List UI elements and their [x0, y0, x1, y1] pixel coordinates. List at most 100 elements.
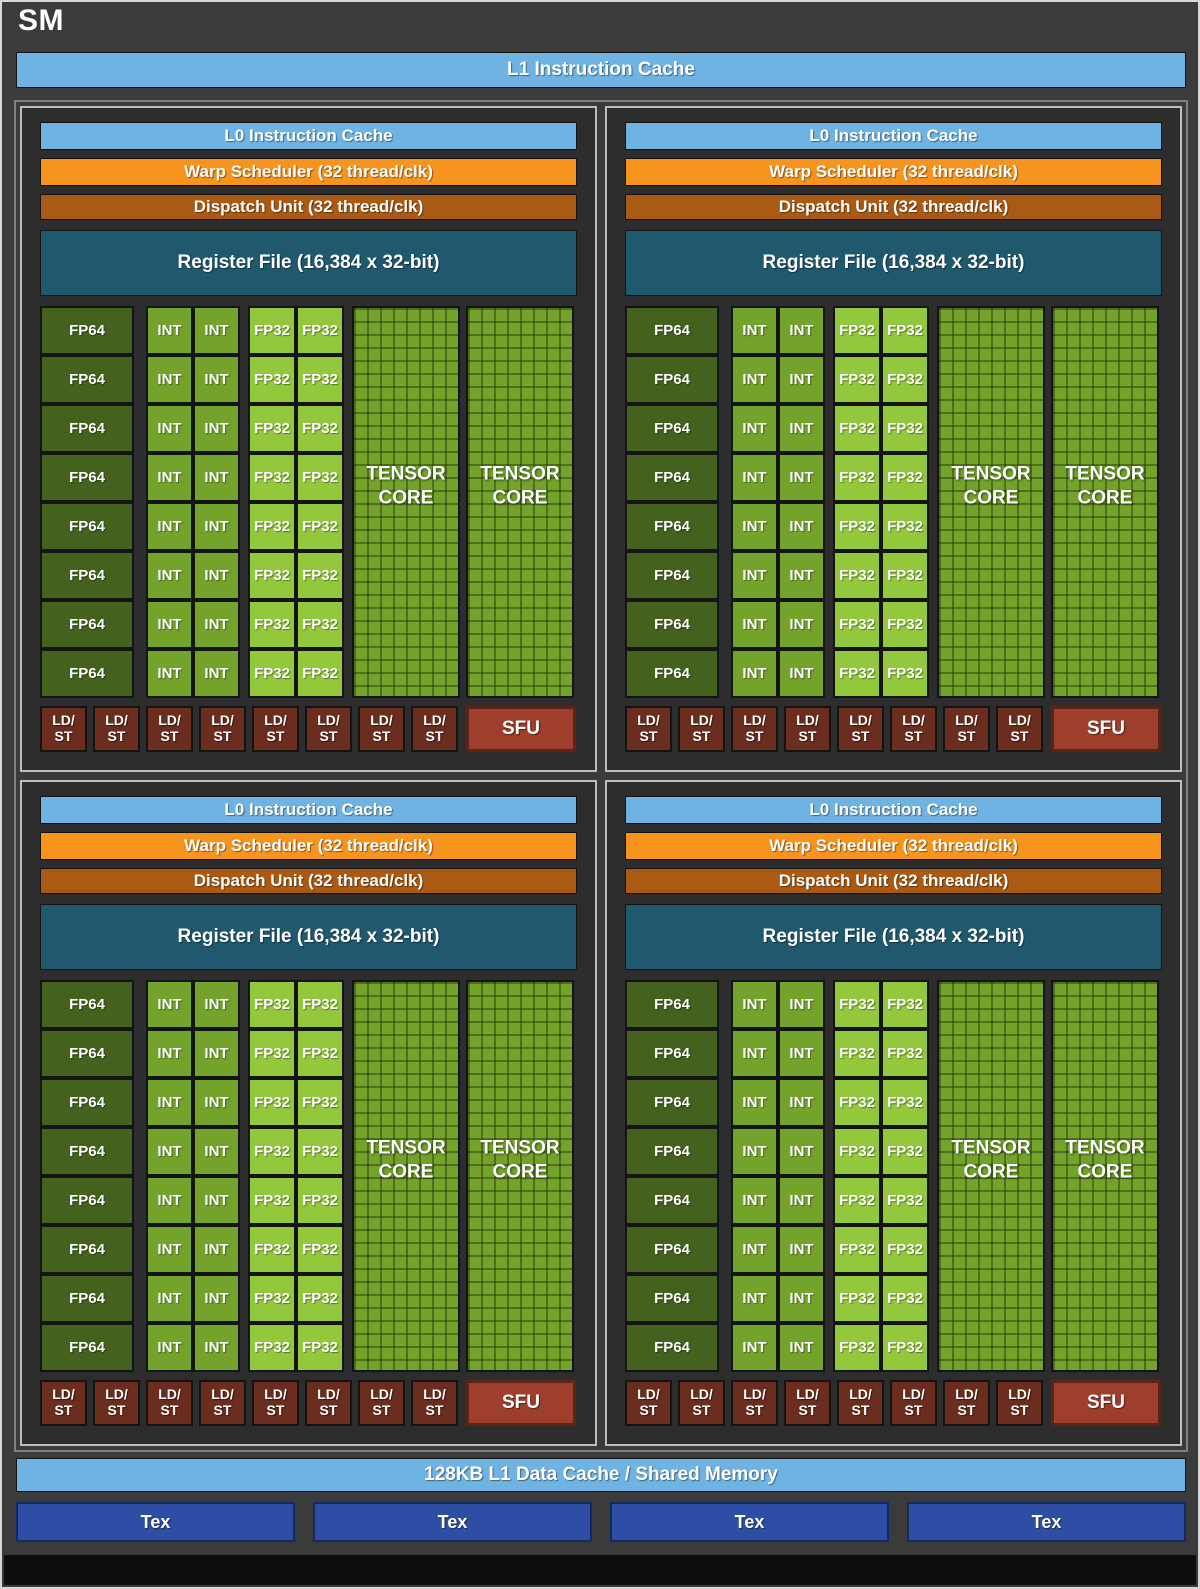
fp32-core: FP32: [881, 551, 929, 600]
int-core: INT: [193, 1176, 240, 1225]
ldst-sfu-row: LD/ST LD/ST LD/ST LD/ST LD/ST LD/ST LD/ST LD/ST…: [625, 706, 1162, 752]
sfu-unit: SFU: [466, 1380, 576, 1426]
tensor-label-line1: TENSOR: [366, 463, 446, 485]
dispatch-unit: Dispatch Unit (32 thread/clk): [40, 868, 577, 894]
ldst-label-line2: ST: [904, 728, 923, 744]
fp32-core: FP32: [296, 1225, 344, 1274]
int-core: INT: [778, 551, 825, 600]
ldst-unit: LD/ST: [411, 1380, 458, 1426]
core-row: FP64 INT INT FP32 FP32: [40, 1274, 344, 1323]
fp32-core: FP32: [833, 1323, 881, 1372]
tensor-core-label: TENSOR CORE: [1053, 1137, 1157, 1185]
ldst-unit: LD/ST: [40, 706, 87, 752]
tensor-label-line1: TENSOR: [480, 463, 560, 485]
fp32-core: FP32: [296, 502, 344, 551]
ldst-label-line1: LD/: [423, 712, 446, 729]
fp32-core: FP32: [833, 1127, 881, 1176]
tex-unit: Tex: [313, 1502, 592, 1542]
fp64-core: FP64: [40, 1274, 134, 1323]
tensor-core-label: TENSOR CORE: [939, 463, 1043, 511]
core-rows: FP64 INT INT FP32 FP32 FP64 INT INT FP32 FP32 FP64…: [40, 980, 344, 1372]
ldst-unit: LD/ST: [252, 706, 299, 752]
fp32-core: FP32: [881, 453, 929, 502]
tensor-core-label: TENSOR CORE: [1053, 463, 1157, 511]
l0-instruction-cache: L0 Instruction Cache: [40, 122, 577, 150]
int-core: INT: [778, 649, 825, 698]
l0-instruction-cache-label: L0 Instruction Cache: [809, 800, 978, 819]
tex-unit: Tex: [16, 1502, 295, 1542]
int-core: INT: [146, 502, 193, 551]
ldst-unit: LD/ST: [996, 706, 1043, 752]
ldst-unit: LD/ST: [358, 706, 405, 752]
l0-instruction-cache-label: L0 Instruction Cache: [809, 126, 978, 145]
fp32-core: FP32: [248, 1274, 296, 1323]
ldst-label-line1: LD/: [796, 1386, 819, 1403]
ldst-label-line2: ST: [957, 1402, 976, 1418]
fp32-core: FP32: [833, 1078, 881, 1127]
ldst-label-line1: LD/: [52, 1386, 75, 1403]
dispatch-unit-label: Dispatch Unit (32 thread/clk): [193, 197, 424, 216]
int-core: INT: [193, 1127, 240, 1176]
warp-scheduler: Warp Scheduler (32 thread/clk): [40, 832, 577, 860]
tex-units-row: Tex Tex Tex Tex: [16, 1502, 1186, 1542]
int-core: INT: [146, 453, 193, 502]
fp32-core: FP32: [881, 649, 929, 698]
ldst-label-line1: LD/: [264, 712, 287, 729]
int-core: INT: [778, 306, 825, 355]
core-row: FP64 INT INT FP32 FP32: [40, 1127, 344, 1176]
fp64-core: FP64: [625, 600, 719, 649]
core-row: FP64 INT INT FP32 FP32: [40, 1225, 344, 1274]
l1-data-cache-label: 128KB L1 Data Cache / Shared Memory: [424, 1464, 778, 1485]
ldst-unit: LD/ST: [890, 706, 937, 752]
fp64-core: FP64: [625, 1127, 719, 1176]
bottom-strip: [4, 1555, 1196, 1585]
ldst-label-line2: ST: [1010, 1402, 1029, 1418]
int-core: INT: [146, 1225, 193, 1274]
fp32-core: FP32: [881, 1029, 929, 1078]
core-row: FP64 INT INT FP32 FP32: [40, 502, 344, 551]
int-core: INT: [731, 1225, 778, 1274]
ldst-unit: LD/ST: [40, 1380, 87, 1426]
core-rows: FP64 INT INT FP32 FP32 FP64 INT INT FP32 FP32 FP64…: [625, 306, 929, 698]
fp64-core: FP64: [40, 404, 134, 453]
int-core: INT: [731, 551, 778, 600]
dispatch-unit-label: Dispatch Unit (32 thread/clk): [778, 197, 1009, 216]
ldst-label-line2: ST: [372, 728, 391, 744]
fp32-core: FP32: [248, 1323, 296, 1372]
ldst-label-line2: ST: [160, 728, 179, 744]
sfu-label: SFU: [1087, 1392, 1125, 1413]
ldst-label-line1: LD/: [423, 1386, 446, 1403]
ldst-unit: LD/ST: [625, 1380, 672, 1426]
ldst-label-line2: ST: [266, 728, 285, 744]
fp32-core: FP32: [296, 404, 344, 453]
core-row: FP64 INT INT FP32 FP32: [625, 1078, 929, 1127]
fp64-core: FP64: [625, 306, 719, 355]
fp64-core: FP64: [40, 1323, 134, 1372]
fp32-core: FP32: [296, 600, 344, 649]
fp64-core: FP64: [625, 649, 719, 698]
ldst-cells: LD/ST LD/ST LD/ST LD/ST LD/ST LD/ST LD/ST LD/ST: [625, 1380, 1043, 1426]
int-core: INT: [731, 1078, 778, 1127]
fp32-core: FP32: [881, 306, 929, 355]
ldst-label-line1: LD/: [1008, 712, 1031, 729]
fp32-core: FP32: [881, 1176, 929, 1225]
ldst-label-line2: ST: [639, 1402, 658, 1418]
fp32-core: FP32: [881, 404, 929, 453]
ldst-label-line2: ST: [639, 728, 658, 744]
l0-instruction-cache: L0 Instruction Cache: [625, 796, 1162, 824]
warp-scheduler: Warp Scheduler (32 thread/clk): [625, 832, 1162, 860]
register-file: Register File (16,384 x 32-bit): [40, 904, 577, 970]
int-core: INT: [146, 600, 193, 649]
core-row: FP64 INT INT FP32 FP32: [40, 649, 344, 698]
page-title: SM: [18, 4, 64, 37]
fp32-core: FP32: [833, 551, 881, 600]
ldst-unit: LD/ST: [305, 706, 352, 752]
ldst-label-line2: ST: [692, 728, 711, 744]
tensor-core-label: TENSOR CORE: [468, 1137, 572, 1185]
fp64-core: FP64: [40, 502, 134, 551]
ldst-label-line1: LD/: [158, 1386, 181, 1403]
ldst-unit: LD/ST: [943, 1380, 990, 1426]
core-row: FP64 INT INT FP32 FP32: [625, 980, 929, 1029]
fp32-core: FP32: [296, 1078, 344, 1127]
